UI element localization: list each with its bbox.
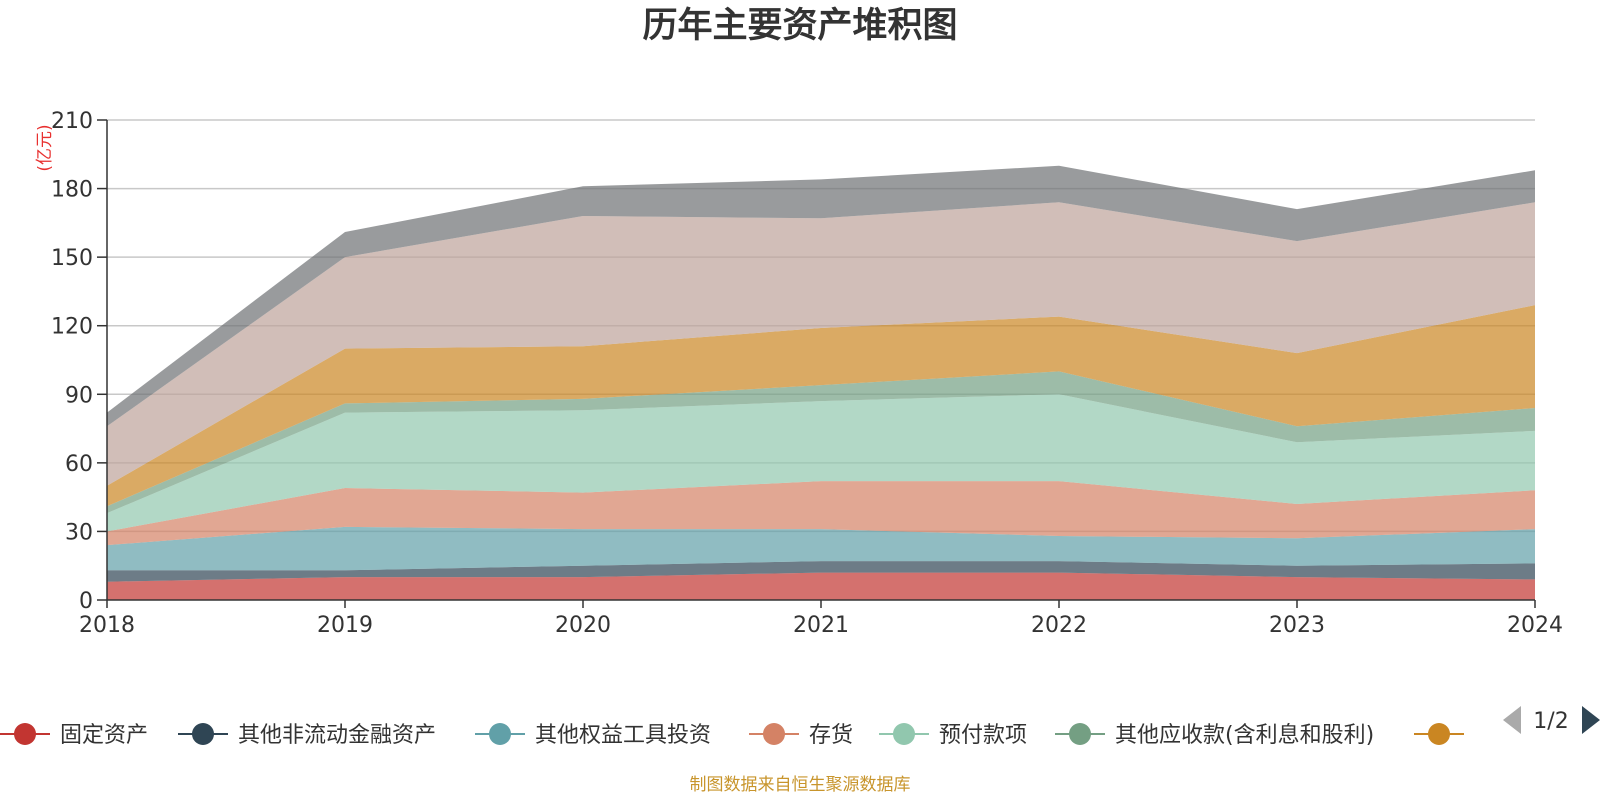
legend-label: 固定资产 <box>60 723 148 748</box>
y-tick-label: 60 <box>65 452 93 477</box>
area-series-2 <box>107 561 1535 582</box>
y-tick-label: 90 <box>65 383 93 408</box>
x-tick-label: 2023 <box>1269 613 1325 638</box>
stacked-areas <box>107 165 1535 600</box>
area-series-7 <box>107 305 1535 507</box>
area-series-9 <box>107 165 1535 427</box>
legend-pager: 1/2 <box>1503 706 1600 734</box>
y-axis-unit: (亿元) <box>35 124 55 171</box>
x-tick-label: 2019 <box>317 613 373 638</box>
legend-marker <box>192 723 214 745</box>
legend-marker <box>1428 723 1450 745</box>
y-tick-label: 210 <box>51 109 93 134</box>
x-tick-label: 2022 <box>1031 613 1087 638</box>
source-note: 制图数据来自恒生聚源数据库 <box>690 775 911 795</box>
legend-item[interactable]: 存货 <box>749 723 853 748</box>
chart-title: 历年主要资产堆积图 <box>642 6 957 46</box>
x-tick-label: 2020 <box>555 613 611 638</box>
area-series-5 <box>107 394 1535 532</box>
legend-page-indicator: 1/2 <box>1533 709 1568 734</box>
legend-marker <box>489 723 511 745</box>
legend-marker <box>1069 723 1091 745</box>
area-series-4 <box>107 481 1535 546</box>
y-tick-label: 120 <box>51 315 93 340</box>
legend-next-arrow-icon[interactable] <box>1582 706 1600 734</box>
legend-marker <box>763 723 785 745</box>
legend-item[interactable]: 其他应收款(含利息和股利) <box>1055 723 1374 748</box>
legend-item[interactable]: 其他权益工具投资 <box>475 723 711 748</box>
legend-prev-arrow-icon[interactable] <box>1503 706 1521 734</box>
area-series-3 <box>107 526 1535 571</box>
legend-item[interactable] <box>1414 723 1464 745</box>
area-series-6 <box>107 371 1535 514</box>
legend-label: 其他非流动金融资产 <box>238 723 436 748</box>
legend-label: 其他应收款(含利息和股利) <box>1115 723 1374 748</box>
legend-item[interactable]: 固定资产 <box>0 723 148 748</box>
x-tick-label: 2021 <box>793 613 849 638</box>
legend-label: 存货 <box>809 723 853 748</box>
legend-item[interactable]: 预付款项 <box>879 723 1027 748</box>
axes: 0 30 60 90 120 150 180 210 2018 2019 2020 2021 2022 2… <box>51 109 1563 638</box>
x-tick-label: 2024 <box>1507 613 1563 638</box>
legend-label: 预付款项 <box>939 723 1027 748</box>
area-series-1 <box>107 572 1535 600</box>
legend-item[interactable]: 其他非流动金融资产 <box>178 723 436 748</box>
y-tick-label: 0 <box>79 589 93 614</box>
x-tick-label: 2018 <box>79 613 135 638</box>
y-tick-label: 150 <box>51 246 93 271</box>
legend: 固定资产 其他非流动金融资产 其他权益工具投资 存货 预付款项 其他应收款(含利息和股利) <box>0 723 1464 748</box>
y-tick-label: 30 <box>65 520 93 545</box>
legend-marker <box>893 723 915 745</box>
legend-marker <box>14 723 36 745</box>
legend-label: 其他权益工具投资 <box>535 723 711 748</box>
y-tick-label: 180 <box>51 178 93 203</box>
area-series-8 <box>107 202 1535 486</box>
legend-items: 固定资产 其他非流动金融资产 其他权益工具投资 存货 预付款项 其他应收款(含利息和股利) <box>0 723 1464 748</box>
